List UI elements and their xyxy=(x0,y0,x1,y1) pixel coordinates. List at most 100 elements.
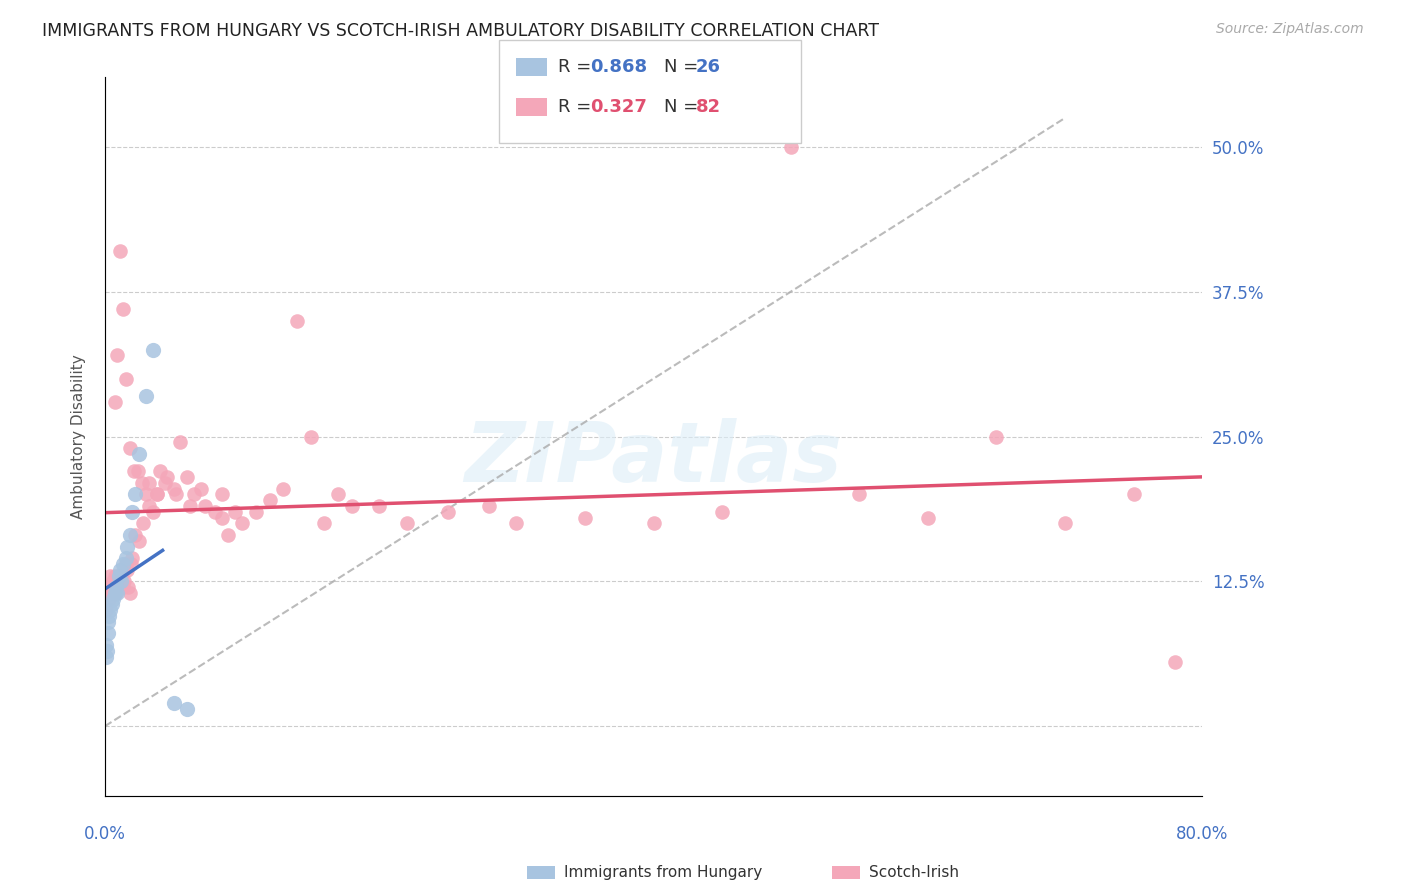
Point xyxy=(100,568,122,582)
Point xyxy=(231,516,253,531)
Text: Immigrants from Hungary: Immigrants from Hungary xyxy=(564,865,762,880)
Point xyxy=(132,516,155,531)
Point xyxy=(368,499,391,513)
Text: 0.327: 0.327 xyxy=(591,98,647,116)
Point xyxy=(285,314,308,328)
Point xyxy=(848,487,870,501)
Point xyxy=(179,499,201,513)
Point xyxy=(779,140,801,154)
Text: R =: R = xyxy=(558,98,598,116)
Point xyxy=(97,615,120,629)
Point xyxy=(711,505,734,519)
Point xyxy=(114,371,136,385)
Point xyxy=(98,609,121,624)
Point xyxy=(169,435,191,450)
Point xyxy=(104,394,127,409)
Point xyxy=(271,482,294,496)
Point xyxy=(138,499,160,513)
Point xyxy=(340,499,363,513)
Point xyxy=(478,499,501,513)
Point xyxy=(96,649,118,664)
Point xyxy=(155,475,177,490)
Point xyxy=(245,505,267,519)
Point xyxy=(314,516,336,531)
Point xyxy=(112,574,135,589)
Point xyxy=(105,348,128,362)
Point xyxy=(122,464,145,478)
Point xyxy=(111,580,134,594)
Point xyxy=(437,505,460,519)
Point xyxy=(176,470,198,484)
Point xyxy=(211,510,233,524)
Point xyxy=(105,586,128,600)
Point xyxy=(1122,487,1144,501)
Point xyxy=(108,568,131,582)
Point xyxy=(128,447,150,461)
Point xyxy=(101,580,124,594)
Text: N =: N = xyxy=(664,98,703,116)
Point xyxy=(135,487,157,501)
Point xyxy=(142,505,165,519)
Point xyxy=(224,505,246,519)
Point xyxy=(131,475,153,490)
Point xyxy=(114,557,136,571)
Text: 26: 26 xyxy=(696,58,721,76)
Point xyxy=(118,586,141,600)
Point xyxy=(395,516,418,531)
Point xyxy=(176,702,198,716)
Point xyxy=(149,464,172,478)
Point xyxy=(104,580,127,594)
Point xyxy=(505,516,527,531)
Point xyxy=(156,470,179,484)
Point xyxy=(194,499,217,513)
Text: R =: R = xyxy=(558,58,598,76)
Point xyxy=(114,551,136,566)
Point xyxy=(121,551,143,566)
Point xyxy=(98,591,121,606)
Point xyxy=(107,574,129,589)
Point xyxy=(104,586,127,600)
Point xyxy=(111,557,134,571)
Point xyxy=(103,574,125,589)
Point xyxy=(117,580,139,594)
Point xyxy=(121,505,143,519)
Point xyxy=(190,482,212,496)
Text: 0.868: 0.868 xyxy=(591,58,648,76)
Point xyxy=(101,598,124,612)
Text: Scotch-Irish: Scotch-Irish xyxy=(869,865,959,880)
Point xyxy=(124,528,146,542)
Text: ZIPatlas: ZIPatlas xyxy=(464,417,842,499)
Point xyxy=(917,510,939,524)
Point xyxy=(162,696,184,710)
Point xyxy=(142,343,165,357)
Point xyxy=(1163,656,1185,670)
Point xyxy=(107,568,129,582)
Point xyxy=(127,464,149,478)
Point xyxy=(146,487,169,501)
Point xyxy=(103,591,125,606)
Point xyxy=(110,574,132,589)
Point xyxy=(97,580,120,594)
Point xyxy=(643,516,665,531)
Point xyxy=(98,586,121,600)
Point xyxy=(986,429,1008,443)
Point xyxy=(111,302,134,317)
Point xyxy=(100,603,122,617)
Point xyxy=(204,505,226,519)
Point xyxy=(108,563,131,577)
Point xyxy=(101,580,124,594)
Point xyxy=(124,487,146,501)
Point xyxy=(115,563,138,577)
Point xyxy=(110,568,132,582)
Point xyxy=(96,644,118,658)
Point xyxy=(217,528,239,542)
Point xyxy=(183,487,205,501)
Point xyxy=(146,487,169,501)
Point xyxy=(259,493,281,508)
Point xyxy=(118,528,141,542)
Point xyxy=(165,487,187,501)
Point xyxy=(96,603,118,617)
Point xyxy=(118,441,141,455)
Point xyxy=(120,557,142,571)
Text: 80.0%: 80.0% xyxy=(1175,824,1229,843)
